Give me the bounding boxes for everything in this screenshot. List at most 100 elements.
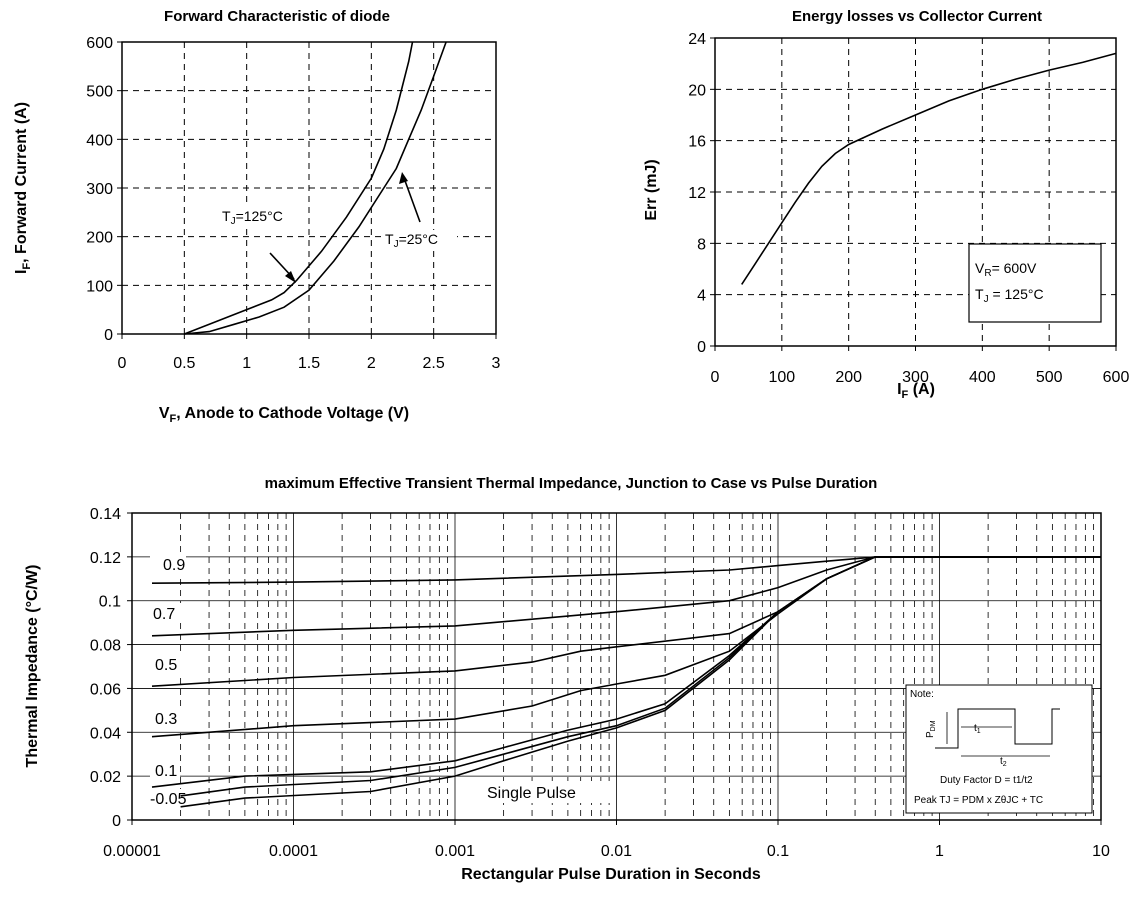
chart3-x-ticks: 0.00001 0.0001 0.001 0.01 0.1 1 10 (103, 820, 1110, 860)
chart2-y-axis-label: Err (mJ) (643, 159, 660, 220)
x-tick-label: 10 (1092, 843, 1110, 860)
chart1-x-ticks: 0 0.5 1 1.5 2 2.5 3 (118, 334, 501, 372)
chart2-legend-box (968, 243, 1102, 323)
x-tick-label: 1.5 (298, 355, 320, 372)
y-tick-label: 0.08 (90, 638, 121, 655)
curve-label-0.5: 0.5 (155, 657, 177, 674)
y-tick-label: 24 (688, 31, 706, 48)
chart3-y-axis-label: Thermal Impedance (°C/W) (24, 565, 41, 768)
y-tick-label: 100 (86, 278, 113, 295)
chart2-x-ticks: 0 100 200 300 400 500 600 (711, 346, 1130, 386)
y-tick-label: 0 (104, 327, 113, 344)
x-tick-label: 100 (768, 369, 795, 386)
y-tick-label: 600 (86, 35, 113, 52)
curve-label-backgrounds (147, 554, 611, 809)
y-tick-label: 8 (697, 236, 706, 253)
series-line-0 (151, 556, 1101, 584)
chart1-series (184, 41, 447, 335)
t1-label: t1 (974, 723, 981, 735)
legend-vr: VR= 600V (975, 260, 1037, 279)
x-tick-label: 300 (902, 369, 929, 386)
label-bg (383, 230, 457, 248)
chart1-y-axis-label: IF, Forward Current (A) (13, 102, 33, 274)
pulse-waveform (935, 708, 1060, 749)
duty-factor-text: Duty Factor D = t1/t2 (940, 775, 1033, 786)
chart1-title: Forward Characteristic of diode (164, 8, 390, 25)
y-tick-label: 0 (112, 813, 121, 830)
energy-losses-chart: Energy losses vs Collector Current 0 100 2… (643, 8, 1129, 401)
y-tick-label: 200 (86, 230, 113, 247)
chart1-y-ticks: 0 100 200 300 400 500 600 (86, 35, 122, 344)
chart3-y-ticks: 0 0.02 0.04 0.06 0.08 0.1 0.12 0.14 (90, 506, 132, 830)
y-tick-label: 300 (86, 181, 113, 198)
series-line-6 (180, 556, 1101, 808)
x-tick-label: 1 (242, 355, 251, 372)
pdm-label: PDM (925, 720, 937, 738)
note-box: Note: PDM t1 t2 Duty Factor D = t1/t2 Pe… (905, 684, 1093, 814)
y-tick-label: 400 (86, 132, 113, 149)
curve-label-0.1: 0.1 (155, 763, 177, 780)
label-bg (150, 554, 186, 574)
x-tick-label: 400 (969, 369, 996, 386)
y-tick-label: 0.1 (99, 594, 121, 611)
single-pulse-label: Single Pulse (487, 785, 576, 802)
y-tick-label: 12 (688, 185, 706, 202)
arrow-25-head (399, 172, 408, 184)
curve-label-0.05: -0.05 (150, 791, 187, 808)
label-bg (218, 207, 296, 225)
x-tick-label: 0.00001 (103, 843, 161, 860)
y-tick-label: 20 (688, 82, 706, 99)
chart2-title: Energy losses vs Collector Current (792, 8, 1042, 25)
chart2-x-axis-label: IF (A) (897, 381, 935, 401)
x-tick-label: 2 (367, 355, 376, 372)
chart1-x-axis-label: VF, Anode to Cathode Voltage (V) (159, 405, 409, 425)
annotation-tj-25: TJ=25°C (385, 231, 438, 250)
y-tick-label: 0.14 (90, 506, 121, 523)
thermal-impedance-chart: maximum Effective Transient Thermal Impe… (24, 475, 1110, 883)
arrow-25-shaft (403, 177, 421, 223)
chart3-x-axis-label: Rectangular Pulse Duration in Seconds (461, 866, 761, 883)
label-bg (150, 760, 180, 780)
series-line-0 (741, 52, 1117, 285)
x-tick-label: 0.0001 (269, 843, 318, 860)
x-tick-label: 2.5 (423, 355, 445, 372)
y-tick-label: 0.02 (90, 769, 121, 786)
x-tick-label: 0 (118, 355, 127, 372)
x-tick-label: 1 (935, 843, 944, 860)
curve-label-0.7: 0.7 (153, 606, 175, 623)
peak-tj-text: Peak TJ = PDM x ZθJC + TC (914, 795, 1043, 806)
arrow-125-head (285, 271, 296, 283)
x-tick-label: 600 (1103, 369, 1130, 386)
note-title: Note: (910, 689, 934, 700)
y-tick-label: 0.04 (90, 725, 121, 742)
legend-tj: TJ = 125°C (975, 286, 1044, 305)
x-tick-label: 200 (835, 369, 862, 386)
chart2-series (741, 52, 1117, 285)
annotation-tj-125: TJ=125°C (222, 208, 283, 227)
x-tick-label: 0.1 (767, 843, 789, 860)
x-tick-label: 500 (1036, 369, 1063, 386)
curve-label-0.3: 0.3 (155, 711, 177, 728)
y-tick-label: 0.12 (90, 550, 121, 567)
x-tick-label: 3 (492, 355, 501, 372)
y-tick-label: 0 (697, 339, 706, 356)
label-bg (147, 789, 191, 809)
chart2-y-ticks: 0 4 8 12 16 20 24 (688, 31, 715, 356)
y-tick-label: 16 (688, 134, 706, 151)
x-tick-label: 0.001 (435, 843, 475, 860)
series-line-0 (184, 41, 414, 335)
label-bg (150, 654, 186, 674)
y-tick-label: 4 (697, 288, 706, 305)
label-bg (483, 781, 611, 803)
series-line-2 (151, 556, 1101, 687)
chart3-series (151, 556, 1101, 808)
curve-label-0.9: 0.9 (163, 557, 185, 574)
series-line-1 (151, 556, 1101, 637)
x-tick-label: 0.5 (173, 355, 195, 372)
y-tick-label: 0.06 (90, 681, 121, 698)
series-line-1 (184, 41, 447, 335)
forward-characteristic-chart: Forward Characteristic of diode 0 0.5 1 1.5… (13, 8, 501, 425)
t2-label: t2 (1000, 756, 1007, 768)
note-frame (905, 684, 1093, 814)
